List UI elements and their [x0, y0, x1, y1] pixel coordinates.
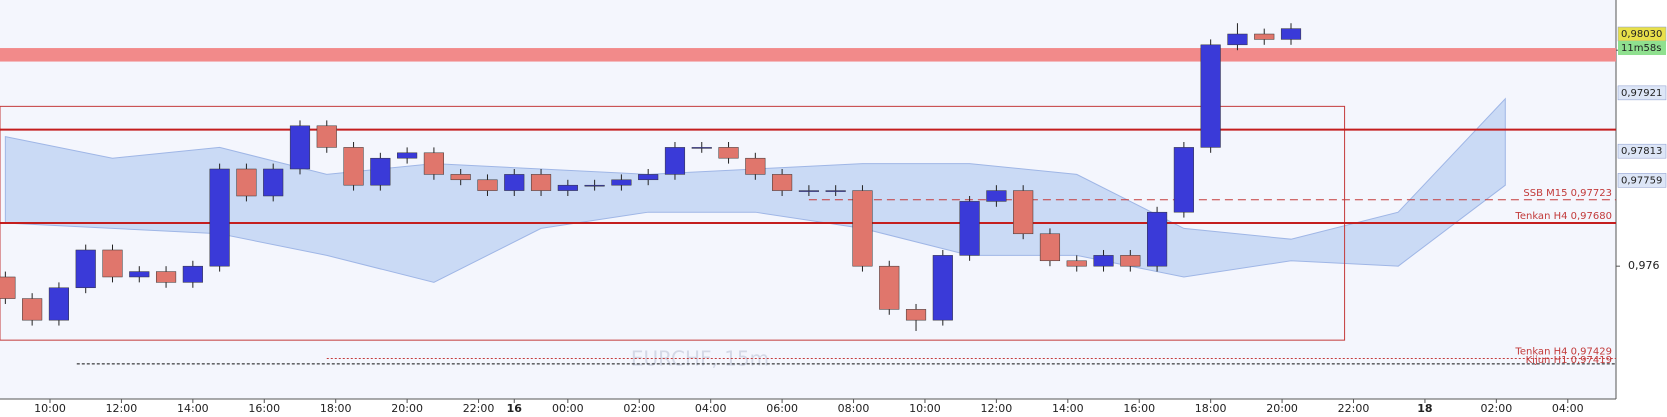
candle-body [879, 265, 900, 310]
candle-body [236, 168, 257, 197]
x-tick-label: 16:00 [1123, 402, 1155, 415]
candle-body [450, 174, 471, 181]
candle-body [530, 174, 552, 191]
level-label: Tenkan H4 0,97680 [1514, 211, 1612, 222]
x-tick-label: 18:00 [1195, 402, 1227, 415]
candle-body [1120, 255, 1141, 267]
candle-body [664, 147, 686, 175]
x-tick-label: 16:00 [248, 402, 280, 415]
candle-body [1013, 190, 1034, 235]
candle-body [0, 276, 16, 299]
x-tick-label: 22:00 [1338, 402, 1370, 415]
candle-body [316, 125, 337, 148]
candle-body [772, 174, 793, 191]
candle-body [584, 184, 605, 187]
candle-body [370, 157, 391, 186]
price-tag [1617, 143, 1667, 159]
candle-body [343, 147, 364, 186]
candle-body [48, 287, 69, 321]
x-tick-label: 08:00 [838, 402, 870, 415]
candle-body [263, 168, 284, 197]
candle-body [289, 125, 311, 170]
candle-body [1280, 28, 1302, 40]
resistance-zone [0, 48, 1616, 62]
candle-body [1227, 33, 1248, 46]
level-label: SSB M15 0,97723 [1523, 188, 1612, 199]
candle-body [1147, 211, 1168, 267]
x-tick-label: 04:00 [1552, 402, 1584, 415]
x-tick-label: 18 [1417, 402, 1432, 415]
x-tick-label: 02:00 [1481, 402, 1513, 415]
x-tick-label: 20:00 [1266, 402, 1298, 415]
candle-body [209, 168, 230, 267]
x-tick-label: 10:00 [34, 402, 66, 415]
candle-body [557, 184, 578, 191]
x-tick-label: 12:00 [981, 402, 1013, 415]
candle-body [397, 152, 418, 159]
candle-body [745, 157, 766, 175]
x-tick-label: 12:00 [106, 402, 138, 415]
candle-body [155, 271, 177, 283]
candle-body [102, 249, 123, 278]
level-label: Kijun H1 0,97419 [1526, 355, 1612, 366]
candle-body [852, 190, 873, 267]
candle-body [932, 255, 953, 321]
candle-body [182, 265, 203, 283]
candle-body [75, 249, 96, 289]
candle-body [1200, 44, 1221, 148]
price-tag [1617, 85, 1667, 101]
candle-body [1173, 147, 1194, 213]
candle-body [825, 190, 846, 192]
candle-body [959, 201, 980, 256]
price-tag-label: 0,97921 [1621, 88, 1662, 99]
candle-body [638, 174, 659, 181]
x-tick-label: 14:00 [177, 402, 209, 415]
x-tick-label: 18:00 [320, 402, 352, 415]
x-tick-label: 06:00 [766, 402, 798, 415]
candle-body [22, 298, 43, 321]
x-tick-label: 14:00 [1052, 402, 1084, 415]
y-tick-label: 0,976 [1628, 259, 1660, 272]
x-tick-label: 00:00 [552, 402, 584, 415]
candle-body [129, 271, 150, 278]
candle-body [504, 174, 525, 191]
x-tick-label: 20:00 [391, 402, 423, 415]
candle-body [423, 152, 444, 175]
price-tag [1617, 173, 1667, 188]
candle-body [798, 190, 819, 192]
price-tag-label: 0,98030 [1621, 29, 1662, 40]
price-tag-label: 0,97813 [1621, 146, 1662, 157]
timer-label: 11m58s [1621, 43, 1661, 54]
candle-body [611, 179, 632, 186]
candle-body [1066, 260, 1087, 267]
price-tag-label: 0,97759 [1621, 175, 1662, 186]
candle-body [986, 190, 1007, 202]
candle-body [1039, 233, 1061, 262]
candle-body [1254, 33, 1275, 40]
candle-body [1093, 255, 1114, 267]
x-tick-label: 02:00 [623, 402, 655, 415]
x-tick-label: 22:00 [463, 402, 495, 415]
timer-box [1618, 41, 1666, 56]
x-tick-label: 04:00 [695, 402, 727, 415]
candle-body [718, 147, 739, 159]
candle-body [905, 309, 927, 321]
x-tick-label: 16 [507, 402, 523, 415]
candle-body [691, 147, 712, 149]
level-label: Tenkan H4 0,97429 [1514, 347, 1612, 358]
candle-body [477, 179, 498, 191]
x-tick-label: 10:00 [909, 402, 941, 415]
